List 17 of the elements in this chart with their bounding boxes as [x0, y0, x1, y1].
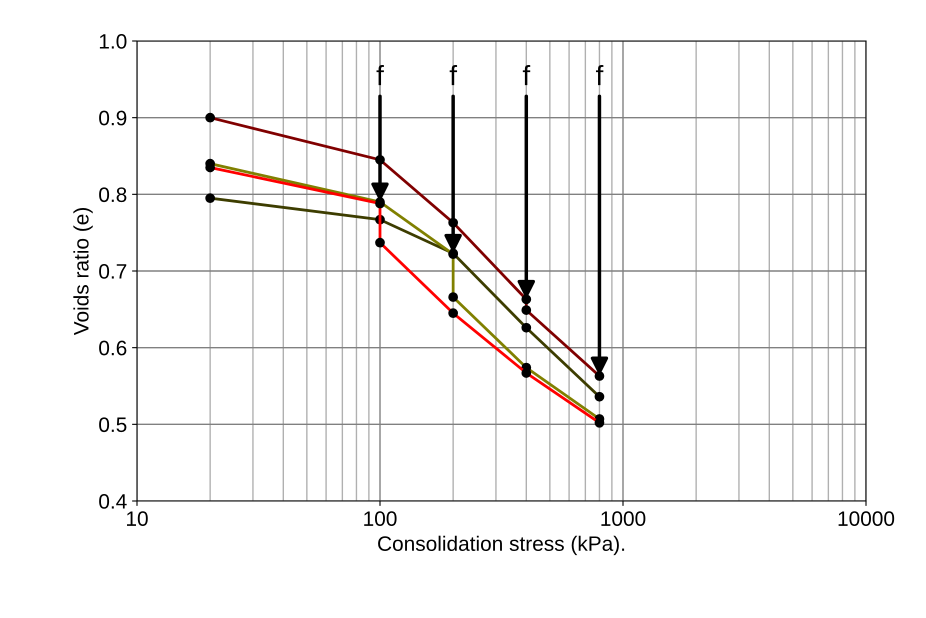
y-tick-label: 0.7	[99, 264, 126, 279]
x-tick-label: 10000	[838, 511, 894, 526]
annotation: f	[376, 64, 384, 86]
x-axis-title: Consolidation stress (kPa).	[378, 536, 624, 556]
x-tick-label: 10	[127, 511, 148, 526]
y-tick-label: 0.6	[99, 340, 126, 356]
y-axis-title: Voids ratio (e)	[73, 208, 93, 336]
x-tick-label: 1000	[601, 511, 646, 526]
annotation: f	[522, 64, 530, 86]
annotation: f	[596, 64, 604, 86]
y-tick-label: 0.9	[99, 110, 126, 126]
y-tick-label: 1.0	[100, 34, 126, 49]
y-tick-label: 0.5	[99, 417, 126, 432]
y-tick-label: 0.8	[99, 187, 126, 202]
y-tick-label: 0.4	[99, 494, 127, 509]
x-tick-label: 100	[364, 511, 397, 526]
annotation: f	[450, 64, 458, 86]
